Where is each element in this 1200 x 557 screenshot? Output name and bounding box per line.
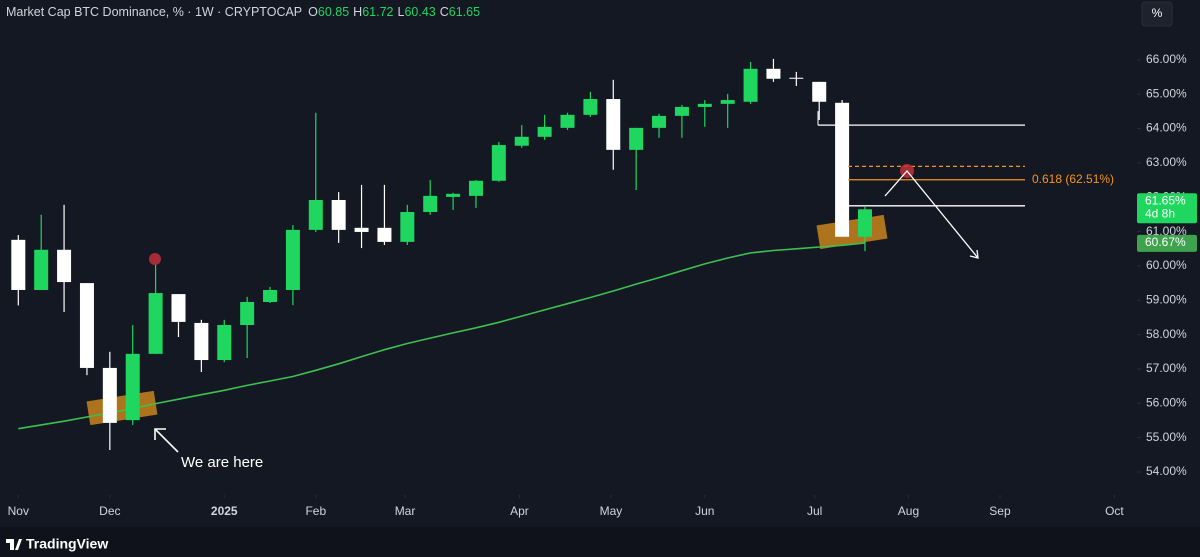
candle-body <box>34 249 49 290</box>
y-tick-label: 66.00% <box>1146 52 1187 66</box>
candle-body <box>491 145 506 181</box>
y-tick-label: 56.00% <box>1146 395 1187 409</box>
candle-body <box>468 180 483 196</box>
candle-body <box>377 227 392 242</box>
candle-body <box>11 239 26 290</box>
candle-body <box>720 100 735 104</box>
ohlc-value: 61.65 <box>449 5 480 19</box>
x-tick-label: Mar <box>395 504 416 518</box>
y-tick-label: 57.00% <box>1146 361 1187 375</box>
price-tag <box>1137 234 1197 252</box>
arrow <box>154 428 179 453</box>
x-tick-label: Sep <box>989 504 1011 518</box>
candle-body <box>354 227 369 232</box>
ohlc-label: H <box>353 5 362 19</box>
brand-logo <box>6 539 22 550</box>
brand: TradingView <box>26 536 108 552</box>
candle-body <box>171 294 186 322</box>
candle-body <box>308 199 323 230</box>
candle-body <box>217 325 232 361</box>
candle-body <box>697 103 712 107</box>
unit-button[interactable] <box>1141 1 1173 27</box>
candle-body <box>57 249 72 283</box>
annotation: We are here <box>181 454 263 471</box>
price-tag-label: 60.67% <box>1145 235 1186 249</box>
x-tick-label: Dec <box>99 504 120 518</box>
candle-body <box>514 136 529 146</box>
y-tick-label: 54.00% <box>1146 464 1187 478</box>
candle-body <box>652 115 667 128</box>
candle-body <box>606 99 621 150</box>
y-tick-label: 59.00% <box>1146 292 1187 306</box>
moving-average <box>18 242 866 430</box>
x-tick-label: Jun <box>695 504 714 518</box>
chart-title: Market Cap BTC Dominance, % · 1W · CRYPT… <box>6 5 480 19</box>
candle-body <box>240 301 255 326</box>
level-label: 0.618 (62.51%) <box>1032 172 1114 186</box>
candle-body <box>102 367 117 423</box>
candle-body <box>79 283 94 368</box>
candle-body <box>446 193 461 197</box>
y-tick-label: 55.00% <box>1146 430 1187 444</box>
x-tick-label: Nov <box>8 504 29 518</box>
candle-body <box>560 114 575 128</box>
candle-body <box>423 195 438 213</box>
price-tag-label: 61.65% <box>1145 193 1186 207</box>
footer <box>0 527 1200 557</box>
candle-body <box>194 322 209 361</box>
candle-body <box>263 289 278 302</box>
candle-body <box>857 209 872 237</box>
y-tick-label: 64.00% <box>1146 121 1187 135</box>
title: Market Cap BTC Dominance, % · 1W · CRYPT… <box>6 5 302 19</box>
x-tick-label: May <box>600 504 623 518</box>
y-tick-label: 60.00% <box>1146 258 1187 272</box>
ohlc-value: 60.43 <box>404 5 435 19</box>
ohlc-label: O <box>308 5 318 19</box>
candle-body <box>331 199 346 230</box>
candle-body <box>400 212 415 242</box>
ohlc-value: 60.85 <box>318 5 349 19</box>
x-tick-label: Feb <box>305 504 326 518</box>
candle-body <box>789 77 804 79</box>
plot-area: 0.618 (62.51%) <box>11 58 1114 451</box>
candle-body <box>285 229 300 290</box>
candle-body <box>766 68 781 79</box>
y-tick-label: 58.00% <box>1146 327 1187 341</box>
candle-body <box>812 81 827 102</box>
x-tick-label: Oct <box>1105 504 1124 518</box>
y-tick-label: 65.00% <box>1146 86 1187 100</box>
marker-dot <box>149 253 161 265</box>
x-tick-label: 2025 <box>211 504 238 518</box>
ohlc-value: 61.72 <box>362 5 393 19</box>
candle-body <box>148 293 163 354</box>
candle-body <box>835 102 850 237</box>
x-tick-label: Aug <box>898 504 919 518</box>
price-tag <box>1137 193 1197 224</box>
ohlc-label: L <box>397 5 404 19</box>
candle-body <box>743 68 758 102</box>
candle-body <box>125 353 140 421</box>
x-tick-label: Jul <box>807 504 822 518</box>
x-tick-label: Apr <box>510 504 529 518</box>
candle-body <box>583 99 598 115</box>
candle-body <box>629 127 644 150</box>
candle-body <box>674 106 689 116</box>
y-tick-label: 63.00% <box>1146 155 1187 169</box>
y-tick-label: 61.00% <box>1146 224 1187 238</box>
unit-button-label[interactable]: % <box>1152 6 1163 20</box>
price-tag-sub: 4d 8h <box>1145 206 1175 220</box>
arrow <box>884 169 979 259</box>
ohlc-label: C <box>440 5 449 19</box>
candle-body <box>537 126 552 137</box>
